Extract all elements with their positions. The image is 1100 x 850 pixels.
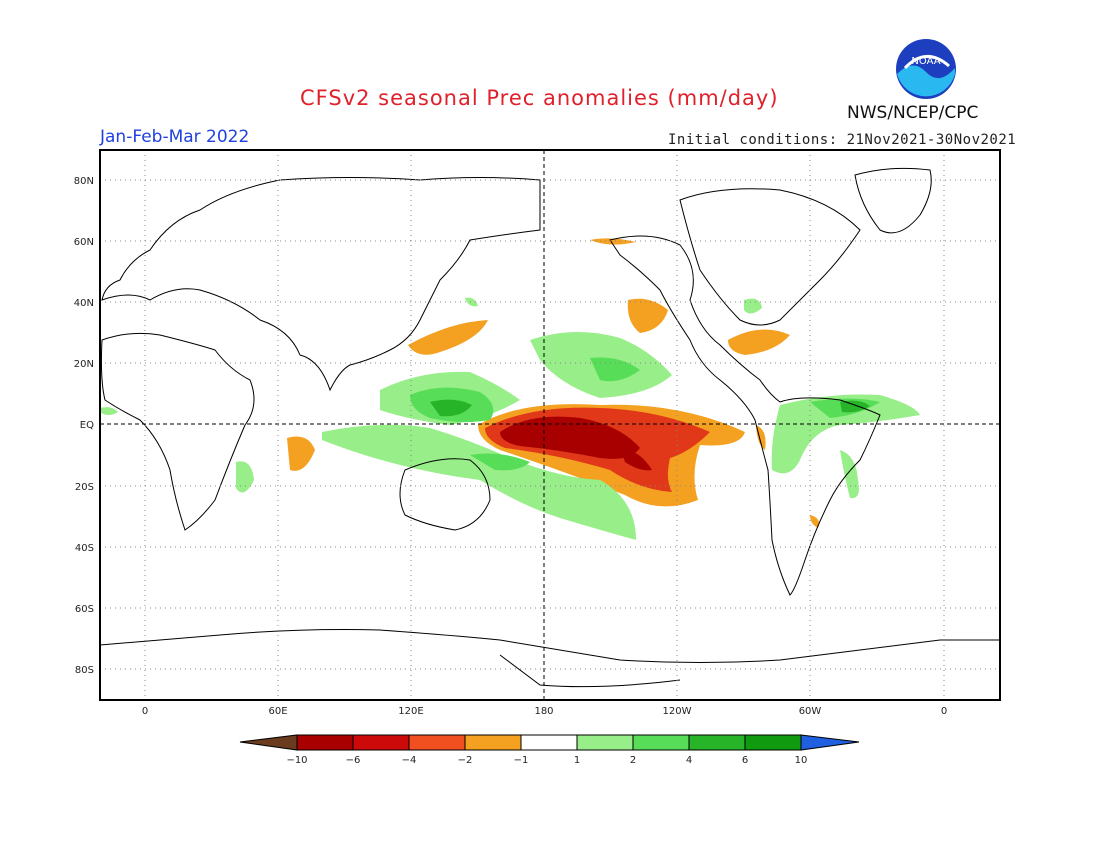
- agency-label: NWS/NCEP/CPC: [847, 103, 979, 123]
- legend-label: 4: [686, 755, 692, 766]
- map-title: CFSv2 seasonal Prec anomalies (mm/day): [300, 86, 779, 110]
- lon-label: 0: [142, 706, 148, 717]
- color-legend: −10 −6 −4 −2 −1 1 2 4 6 10: [239, 734, 860, 766]
- latitude-labels: 80N 60N 40N 20N EQ 20S 40S 60S 80S: [74, 176, 94, 676]
- lon-label: 120W: [663, 706, 692, 717]
- strong-wet-regions: [430, 399, 870, 417]
- legend-swatch: [800, 734, 860, 751]
- legend-label: −10: [286, 755, 307, 766]
- legend-swatch: [744, 734, 802, 751]
- anomaly-layer: [100, 238, 920, 540]
- lat-label: 40N: [74, 298, 94, 309]
- map-frame: [99, 149, 1001, 701]
- legend-swatch: [352, 734, 410, 751]
- legend-swatch: [408, 734, 466, 751]
- initial-conditions: Initial conditions: 21Nov2021-30Nov2021: [668, 132, 1017, 148]
- lon-label: 180: [534, 706, 553, 717]
- legend-label: 6: [742, 755, 748, 766]
- lon-label: 0: [941, 706, 947, 717]
- noaa-logo-text: NOAA: [911, 56, 940, 67]
- legend-label: −6: [346, 755, 361, 766]
- legend-swatch: [632, 734, 690, 751]
- noaa-logo: NOAA: [896, 39, 956, 99]
- legend-label: −1: [514, 755, 529, 766]
- longitude-labels: 0 60E 120E 180 120W 60W 0: [142, 706, 947, 717]
- legend-swatch: [576, 734, 634, 751]
- lon-label: 60E: [268, 706, 287, 717]
- legend-label: −4: [402, 755, 417, 766]
- lat-label: 20S: [75, 482, 94, 493]
- lat-label: 80S: [75, 665, 94, 676]
- lat-label: 60S: [75, 604, 94, 615]
- lat-label: 80N: [74, 176, 94, 187]
- legend-swatch: [688, 734, 746, 751]
- lat-label: 60N: [74, 237, 94, 248]
- legend-swatch: [464, 734, 522, 751]
- forecast-period: Jan-Feb-Mar 2022: [100, 127, 250, 147]
- legend-swatch: [296, 734, 354, 751]
- strong-dry-regions: [500, 416, 652, 471]
- legend-swatch: [520, 734, 578, 751]
- legend-swatch: [239, 734, 298, 751]
- coastlines: [100, 167, 1000, 688]
- lat-label: 20N: [74, 359, 94, 370]
- legend-label: 1: [574, 755, 580, 766]
- lon-label: 60W: [799, 706, 822, 717]
- lat-label: EQ: [80, 420, 94, 431]
- legend-label: 2: [630, 755, 636, 766]
- legend-label: 10: [795, 755, 808, 766]
- lat-label: 40S: [75, 543, 94, 554]
- lon-label: 120E: [398, 706, 423, 717]
- legend-label: −2: [458, 755, 473, 766]
- gridlines: [100, 150, 1000, 700]
